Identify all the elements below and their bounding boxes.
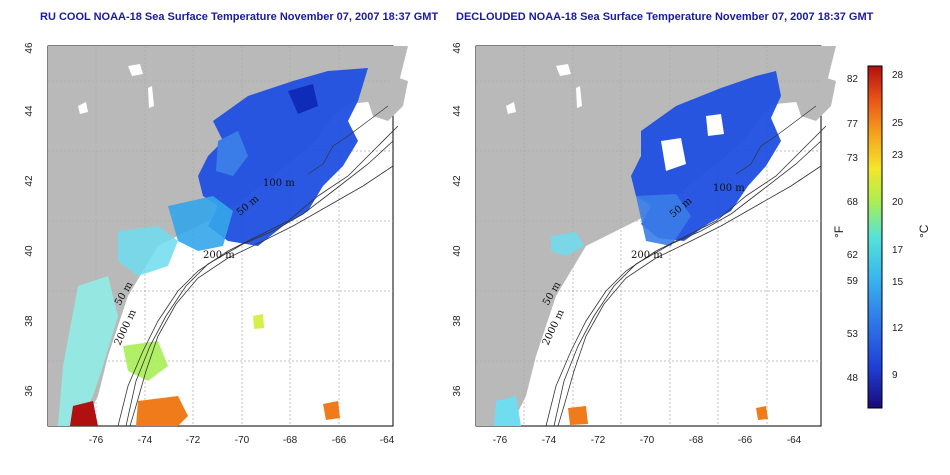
right-lat-tick-40: 40: [452, 245, 463, 257]
right-lat-tick-44: 44: [452, 105, 463, 117]
right-lat-tick-38: 38: [452, 315, 463, 327]
right-lon-tick-72: -72: [591, 435, 606, 446]
right-lon-tick-68: -68: [689, 435, 704, 446]
right-lat-tick-46: 46: [452, 42, 463, 54]
left-map-title: RU COOL NOAA-18 Sea Surface Temperature …: [40, 11, 439, 23]
right-contour-label-200m: 200 m: [631, 250, 663, 261]
left-lon-tick-72: -72: [186, 435, 201, 446]
left-sst-patch-1: [216, 131, 248, 176]
left-sst-warm-patch-2: [323, 401, 340, 420]
right-lon-tick-70: -70: [640, 435, 655, 446]
colorbar-unit-fahrenheit: °F: [832, 226, 846, 238]
left-sst-yellow-patch: [253, 314, 264, 329]
colorbar-c-25: 25: [892, 118, 904, 129]
right-lon-tick-66: -66: [738, 435, 753, 446]
right-map-title: DECLOUDED NOAA-18 Sea Surface Temperatur…: [456, 11, 874, 23]
colorbar-f-77: 77: [847, 119, 859, 130]
left-lon-tick-74: -74: [138, 435, 153, 446]
colorbar-c-23: 23: [892, 150, 904, 161]
left-lon-tick-76: -76: [89, 435, 104, 446]
left-sst-patch-2: [288, 84, 318, 114]
right-lon-tick-76: -76: [493, 435, 508, 446]
left-lat-tick-46: 46: [24, 42, 35, 54]
colorbar-f-82: 82: [847, 74, 859, 85]
right-map-panel: 100 m 50 m 200 m 2000 m 50 m: [475, 45, 836, 427]
left-lat-tick-42: 42: [24, 175, 35, 187]
left-sst-nearshore: [58, 276, 118, 426]
colorbar-c-17: 17: [892, 245, 904, 256]
colorbar-c-12: 12: [892, 323, 904, 334]
colorbar-unit-celsius: °C: [917, 224, 931, 238]
colorbar-c-15: 15: [892, 277, 904, 288]
right-lon-tick-64: -64: [787, 435, 802, 446]
left-contour-label-200m: 200 m: [203, 250, 235, 261]
left-sst-hot-patch: [70, 401, 98, 426]
left-axis-lon: -76 -74 -72 -70 -68 -66 -64: [89, 435, 395, 446]
colorbar-f-48: 48: [847, 373, 859, 384]
left-sst-cold-water: [198, 68, 368, 246]
right-sst-patch-1: [636, 194, 691, 246]
colorbar-f-59: 59: [847, 276, 859, 287]
left-lat-tick-36: 36: [24, 385, 35, 397]
right-sst-patch-2: [551, 232, 584, 256]
left-map-panel: 100 m 50 m 200 m 2000 m 50 m: [47, 45, 408, 427]
right-cloud-gap-1: [661, 138, 686, 171]
right-lat-tick-42: 42: [452, 175, 463, 187]
left-lon-tick-64: -64: [380, 435, 395, 446]
colorbar: 82 77 73 68 62 59 53 48 28 25 23 20 17 1…: [832, 65, 931, 409]
left-lat-tick-40: 40: [24, 245, 35, 257]
right-sst-nearshore: [494, 396, 521, 426]
left-lat-tick-44: 44: [24, 105, 35, 117]
left-sst-patch-4: [118, 226, 178, 276]
left-lat-tick-38: 38: [24, 315, 35, 327]
right-cloud-gap-2: [706, 114, 724, 136]
right-axis-lon: -76 -74 -72 -70 -68 -66 -64: [493, 435, 802, 446]
colorbar-gradient: [867, 65, 883, 409]
right-lat-tick-36: 36: [452, 385, 463, 397]
left-lon-tick-68: -68: [283, 435, 298, 446]
left-sst-patch-3: [168, 196, 233, 251]
colorbar-c-9: 9: [892, 370, 898, 381]
right-sst-warm-patch-2: [756, 406, 768, 420]
right-axis-lat: 36 38 40 42 44 46: [452, 42, 463, 397]
colorbar-f-62: 62: [847, 250, 859, 261]
right-sst-warm-patch: [568, 406, 588, 425]
right-lon-tick-74: -74: [542, 435, 557, 446]
colorbar-c-28: 28: [892, 70, 904, 81]
left-lon-tick-66: -66: [332, 435, 347, 446]
left-axis-lat: 36 38 40 42 44 46: [24, 42, 35, 397]
left-lon-tick-70: -70: [235, 435, 250, 446]
left-sst-warm-patch: [136, 396, 188, 426]
colorbar-f-68: 68: [847, 197, 859, 208]
colorbar-f-73: 73: [847, 153, 859, 164]
left-contour-label-100m: 100 m: [263, 178, 295, 189]
colorbar-f-53: 53: [847, 329, 859, 340]
right-contour-label-100m: 100 m: [713, 183, 745, 194]
colorbar-c-20: 20: [892, 197, 904, 208]
